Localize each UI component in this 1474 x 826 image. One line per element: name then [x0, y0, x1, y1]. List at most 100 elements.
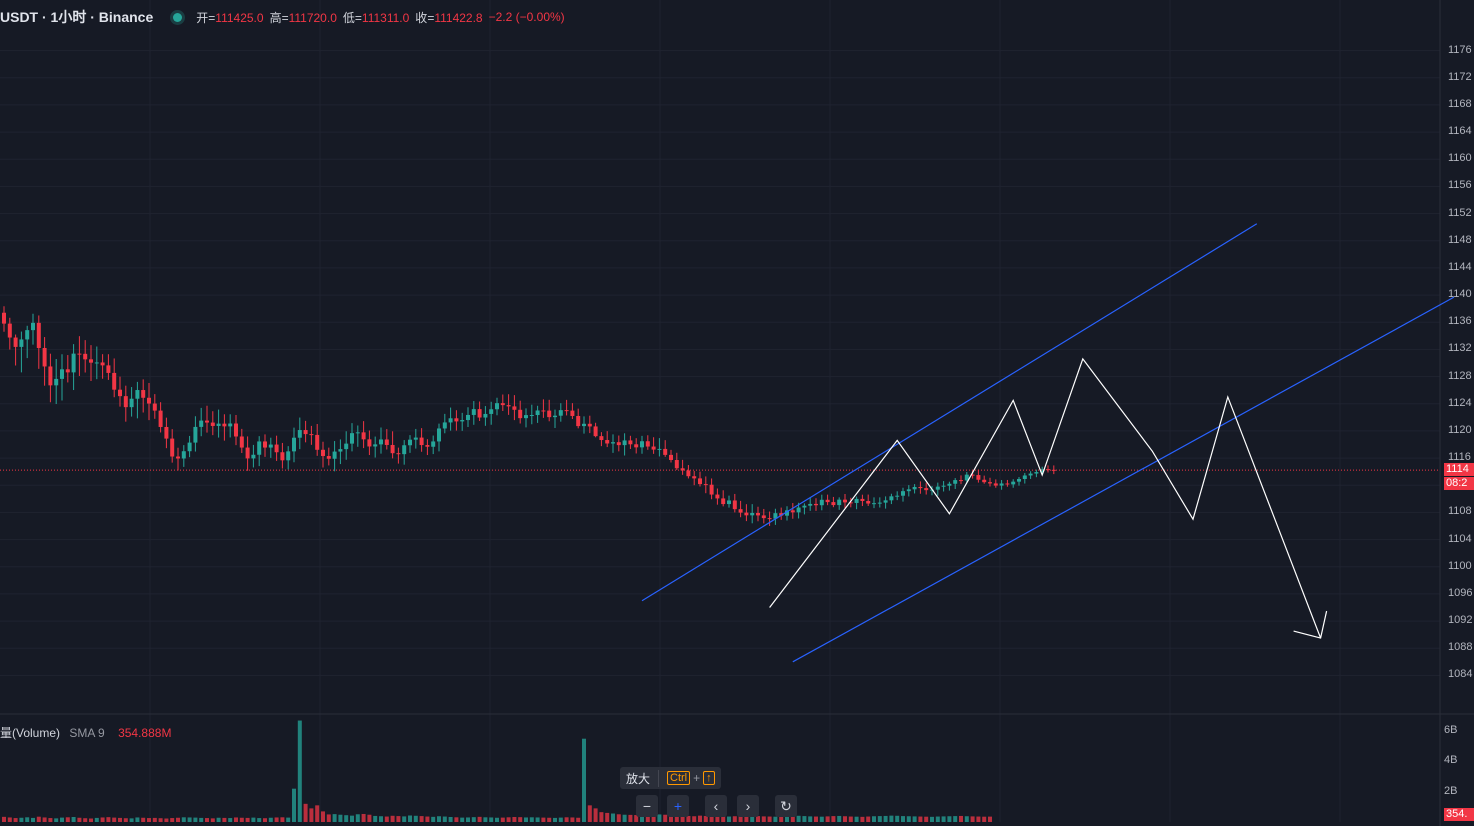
last-price-tag: 1114	[1444, 463, 1474, 476]
candle-body	[669, 454, 673, 460]
candle-body	[698, 478, 702, 485]
candle	[147, 383, 151, 421]
volume-legend[interactable]: 量(Volume) SMA 9 354.888M	[0, 724, 171, 741]
candle-body	[587, 423, 592, 427]
price-tick-label: 1156	[1448, 179, 1472, 192]
candle-body	[895, 495, 900, 497]
reset-chart-button[interactable]: ↻	[775, 795, 797, 817]
volume-bar	[837, 815, 842, 822]
volume-bar	[48, 818, 53, 822]
candle-body	[210, 422, 215, 426]
candle	[721, 490, 726, 507]
price-tick-label: 1160	[1448, 152, 1472, 165]
candle	[616, 435, 621, 452]
scroll-left-button[interactable]: ‹	[705, 795, 727, 817]
candle	[251, 444, 256, 468]
volume-bar	[147, 818, 151, 822]
volume-tick-label: 4B	[1444, 754, 1458, 767]
market-status-icon	[173, 12, 183, 22]
volume-bar	[135, 817, 140, 822]
volume-bar	[437, 816, 441, 822]
candle	[274, 435, 279, 461]
symbol-title[interactable]: USDT · 1小时 · Binance	[0, 9, 154, 25]
candle	[605, 431, 610, 448]
price-tick-label: 1096	[1448, 586, 1473, 599]
candle	[657, 438, 662, 457]
volume-bar	[187, 817, 192, 822]
volume-bar	[60, 817, 64, 822]
volume-bar	[918, 816, 923, 822]
candle	[425, 439, 430, 456]
candle	[576, 408, 581, 429]
volume-bar	[924, 816, 929, 822]
candle-body	[239, 436, 244, 448]
candle	[361, 421, 366, 449]
channel-line-lower[interactable]	[792, 296, 1455, 663]
candle	[935, 482, 940, 496]
candle	[245, 436, 250, 471]
channel-line-upper[interactable]	[641, 223, 1258, 602]
volume-bar	[877, 816, 882, 822]
candle	[587, 415, 592, 434]
candle-body	[303, 430, 308, 435]
candle-body	[158, 410, 163, 427]
candle	[622, 433, 627, 456]
volume-bar	[715, 816, 720, 822]
candle-body	[825, 499, 830, 503]
candle-body	[83, 353, 88, 360]
candle-body	[350, 433, 354, 444]
zoom-in-button[interactable]: +	[667, 795, 689, 817]
candle	[999, 480, 1004, 490]
candle-body	[843, 499, 847, 503]
candle-body	[901, 491, 905, 496]
candle	[535, 405, 540, 423]
candle-body	[970, 474, 975, 476]
volume-bar	[390, 815, 395, 822]
candle	[506, 394, 511, 415]
price-tick-label: 1152	[1448, 206, 1472, 219]
volume-bar	[651, 815, 656, 822]
candle-body	[448, 418, 453, 423]
candle	[732, 493, 737, 513]
volume-bar	[413, 815, 418, 822]
candle-body	[321, 449, 325, 457]
candle	[176, 447, 180, 471]
volume-value: 354.888M	[118, 726, 172, 740]
candle	[344, 431, 349, 460]
volume-bar	[477, 816, 482, 822]
volume-bar	[970, 816, 975, 822]
candle	[448, 407, 453, 431]
volume-bar	[118, 817, 122, 822]
candle	[71, 344, 76, 391]
candle	[553, 409, 557, 428]
candle	[158, 402, 163, 433]
volume-bar	[674, 815, 679, 822]
volume-bar	[866, 816, 871, 822]
volume-bar	[669, 815, 673, 822]
candle-body	[831, 502, 836, 506]
volume-bar	[466, 817, 470, 822]
volume-bar	[367, 814, 372, 822]
scroll-right-button[interactable]: ›	[737, 795, 759, 817]
candle-body	[425, 445, 430, 447]
candle-body	[483, 413, 488, 418]
volume-bar	[930, 816, 934, 822]
candle-body	[918, 486, 923, 489]
candle	[292, 427, 296, 463]
candle-body	[274, 444, 279, 453]
candle-body	[60, 369, 64, 379]
candle-body	[460, 420, 465, 422]
volume-bar	[216, 817, 221, 822]
volume-bar	[645, 815, 650, 822]
zoom-out-button[interactable]: −	[636, 795, 658, 817]
volume-bar	[344, 815, 349, 822]
volume-bar	[587, 805, 592, 822]
candle	[872, 497, 876, 509]
candle-body	[408, 439, 412, 446]
projection-path[interactable]	[769, 357, 1322, 639]
candle	[402, 440, 407, 465]
volume-bar	[773, 816, 778, 822]
candle-body	[297, 430, 302, 438]
candle	[123, 385, 128, 422]
